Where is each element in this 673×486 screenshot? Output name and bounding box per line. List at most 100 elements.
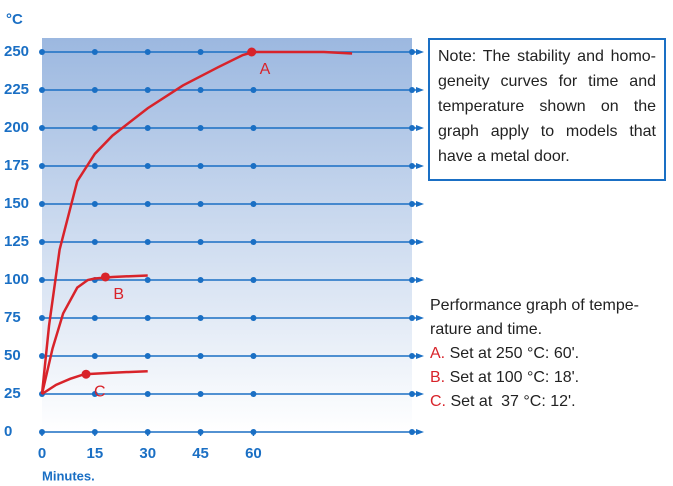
grid-dot bbox=[409, 277, 415, 283]
grid-dot bbox=[144, 163, 151, 169]
grid-dot bbox=[91, 163, 98, 169]
legend-text: Set at 250 °C: 60'. bbox=[449, 345, 580, 362]
grid-dot bbox=[250, 125, 257, 131]
grid-dot bbox=[91, 49, 98, 55]
plot-background bbox=[42, 38, 412, 432]
grid-dot bbox=[39, 353, 45, 359]
y-tick-label: 75 bbox=[4, 309, 21, 326]
series-label: A bbox=[260, 61, 271, 78]
grid-dot bbox=[250, 201, 257, 207]
grid-dot bbox=[250, 163, 257, 169]
grid-dot bbox=[409, 125, 415, 131]
legend-item: A. Set at 250 °C: 60'. bbox=[430, 342, 670, 366]
grid-arrow bbox=[416, 239, 424, 245]
grid-dot bbox=[197, 49, 204, 55]
grid-dot bbox=[91, 87, 98, 93]
grid-dot bbox=[197, 239, 204, 245]
note-line: have a metal door. bbox=[438, 148, 570, 165]
y-axis-label: °C bbox=[6, 11, 23, 28]
grid-dot bbox=[409, 315, 415, 321]
legend-item: B. Set at 100 °C: 18'. bbox=[430, 366, 670, 390]
y-tick-label: 50 bbox=[4, 347, 21, 364]
y-tick-label: 25 bbox=[4, 385, 21, 402]
grid-arrow bbox=[416, 125, 424, 131]
grid-dot bbox=[250, 277, 257, 283]
x-tick-label: 0 bbox=[38, 445, 46, 462]
grid-dot bbox=[409, 353, 415, 359]
series-marker bbox=[100, 272, 110, 282]
grid-arrow bbox=[416, 391, 424, 397]
grid-dot bbox=[409, 49, 415, 55]
note-line: Note: The stability and homo- bbox=[438, 48, 656, 65]
series-line bbox=[40, 50, 353, 395]
grid-arrow bbox=[416, 277, 424, 283]
legend-key: A. bbox=[430, 345, 446, 362]
grid-dot bbox=[144, 125, 151, 131]
grid-dot bbox=[144, 49, 151, 55]
series-marker bbox=[247, 47, 257, 57]
grid-dot bbox=[250, 239, 257, 245]
grid-dot bbox=[91, 353, 98, 359]
x-axis-label: Minutes. bbox=[42, 468, 95, 483]
y-tick-label: 125 bbox=[4, 233, 29, 250]
grid-dot bbox=[91, 315, 98, 321]
grid-dot bbox=[409, 239, 415, 245]
note-line: graph apply to models that bbox=[438, 123, 656, 140]
series-line bbox=[41, 369, 148, 396]
y-tick-label: 225 bbox=[4, 81, 29, 98]
note-box: Note: The stability and homo-geneity cur… bbox=[428, 38, 666, 181]
y-tick-label: 150 bbox=[4, 195, 29, 212]
legend-text: Set at 37 °C: 12'. bbox=[450, 393, 576, 410]
grid-dot bbox=[91, 391, 98, 397]
series-marker bbox=[81, 369, 91, 379]
x-tick-label: 45 bbox=[192, 445, 209, 462]
grid-dot bbox=[409, 201, 415, 207]
grid-dot bbox=[250, 87, 257, 93]
x-tick-label: 30 bbox=[139, 445, 156, 462]
grid-dot bbox=[197, 201, 204, 207]
series-label: B bbox=[113, 286, 124, 303]
grid-dot bbox=[39, 163, 45, 169]
grid-dot bbox=[197, 391, 204, 397]
grid-arrow bbox=[416, 49, 424, 55]
grid-dot bbox=[144, 239, 151, 245]
grid-dot bbox=[39, 49, 45, 55]
grid-dot bbox=[197, 353, 204, 359]
legend-key: B. bbox=[430, 369, 446, 386]
x-tick-label: 15 bbox=[87, 445, 104, 462]
grid-dot bbox=[409, 429, 415, 435]
grid-dot bbox=[197, 315, 204, 321]
y-tick-label: 175 bbox=[4, 157, 29, 174]
series-label: C bbox=[94, 383, 106, 400]
grid-dot bbox=[144, 201, 151, 207]
legend-text: Set at 100 °C: 18'. bbox=[449, 369, 580, 386]
legend-item: C. Set at 37 °C: 12'. bbox=[430, 390, 670, 414]
grid-dot bbox=[91, 125, 98, 131]
grid-dot bbox=[39, 87, 45, 93]
grid-arrow bbox=[416, 429, 424, 435]
y-tick-label: 100 bbox=[4, 271, 29, 288]
performance-text: Performance graph of tempe-rature and ti… bbox=[430, 294, 670, 414]
y-tick-label: 250 bbox=[4, 43, 29, 60]
grid-arrow bbox=[416, 201, 424, 207]
grid-arrow bbox=[416, 87, 424, 93]
grid-dot bbox=[197, 277, 204, 283]
grid-dot bbox=[250, 391, 257, 397]
grid-dot bbox=[409, 87, 415, 93]
grid-dot bbox=[144, 391, 151, 397]
grid-dot bbox=[39, 239, 45, 245]
grid-arrow bbox=[416, 163, 424, 169]
grid-dot bbox=[91, 239, 98, 245]
grid-dot bbox=[144, 87, 151, 93]
grid-dot bbox=[409, 391, 415, 397]
legend-key: C. bbox=[430, 393, 446, 410]
y-tick-label: 200 bbox=[4, 119, 29, 136]
grid-dot bbox=[197, 163, 204, 169]
grid-dot bbox=[144, 277, 151, 283]
grid-arrow bbox=[416, 315, 424, 321]
grid-dot bbox=[250, 315, 257, 321]
grid-dot bbox=[144, 315, 151, 321]
grid-dot bbox=[91, 201, 98, 207]
